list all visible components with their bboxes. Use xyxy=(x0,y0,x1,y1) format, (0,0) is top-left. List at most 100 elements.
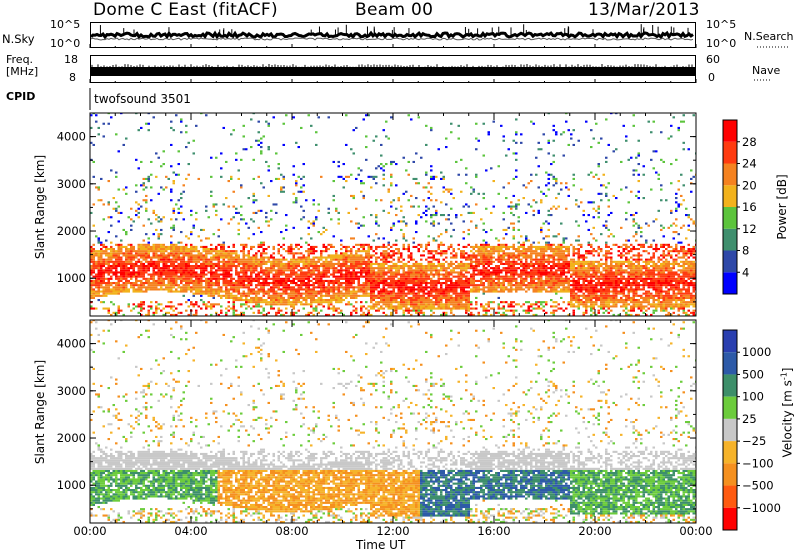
power-cell xyxy=(467,290,470,293)
power-cell xyxy=(147,113,150,115)
power-cell xyxy=(327,313,330,316)
power-cell xyxy=(352,273,355,276)
power-cell xyxy=(257,271,260,274)
power-cell xyxy=(170,277,173,280)
power-cell xyxy=(177,290,180,293)
power-cell xyxy=(117,250,120,253)
power-cell xyxy=(105,271,108,274)
power-cell xyxy=(512,248,515,251)
power-cell xyxy=(252,305,255,308)
power-cell xyxy=(377,301,380,304)
power-cell xyxy=(515,207,518,210)
power-cell xyxy=(230,279,233,282)
power-cell xyxy=(170,275,173,278)
power-cell xyxy=(445,271,448,274)
power-cell xyxy=(467,205,470,208)
power-cell xyxy=(100,290,103,293)
power-cell xyxy=(355,256,358,259)
power-cell xyxy=(342,186,345,189)
power-cell xyxy=(377,265,380,268)
nsearch-tick-top: 10^5 xyxy=(706,18,737,31)
power-cell xyxy=(380,258,383,261)
power-cell xyxy=(315,262,318,265)
power-cell xyxy=(400,288,403,291)
power-cell xyxy=(367,286,370,289)
power-cell xyxy=(465,286,468,289)
power-cell xyxy=(420,311,423,314)
power-cell xyxy=(180,231,183,234)
power-cell xyxy=(375,182,378,185)
power-cell xyxy=(497,192,500,195)
power-cell xyxy=(450,282,453,285)
power-cell xyxy=(450,207,453,210)
power-cell xyxy=(155,282,158,285)
power-cell xyxy=(197,277,200,280)
power-cell xyxy=(90,258,93,261)
power-cell xyxy=(237,233,240,236)
power-cell xyxy=(417,282,420,285)
power-cell xyxy=(230,292,233,295)
power-cell xyxy=(455,282,458,285)
power-cell xyxy=(267,256,270,259)
power-cell xyxy=(347,284,350,287)
power-cell xyxy=(125,288,128,291)
power-cell xyxy=(410,256,413,259)
power-cell xyxy=(167,273,170,276)
power-cell xyxy=(290,252,293,255)
power-cell xyxy=(345,275,348,278)
power-cell xyxy=(312,284,315,287)
power-cell xyxy=(227,245,230,248)
power-cell xyxy=(205,284,208,287)
power-cell xyxy=(147,277,150,280)
power-cell xyxy=(170,252,173,255)
power-cell xyxy=(497,307,500,310)
power-cell xyxy=(102,262,105,265)
power-cell xyxy=(412,265,415,268)
power-cell xyxy=(432,224,435,227)
power-cell xyxy=(480,254,483,257)
power-cell xyxy=(157,237,160,240)
power-cell xyxy=(515,152,518,155)
power-cell xyxy=(200,275,203,278)
power-cell xyxy=(147,288,150,291)
power-cell xyxy=(365,301,368,304)
power-cell xyxy=(367,245,370,248)
power-cell xyxy=(142,248,145,251)
power-cell xyxy=(180,273,183,276)
power-cell xyxy=(440,273,443,276)
power-cell xyxy=(370,307,373,310)
power-cell xyxy=(180,192,183,195)
power-cell xyxy=(312,271,315,274)
power-cell xyxy=(177,256,180,259)
power-cell xyxy=(445,294,448,297)
power-cell xyxy=(140,256,143,259)
power-cell xyxy=(490,228,493,231)
power-cell xyxy=(370,248,373,251)
power-cell xyxy=(377,303,380,306)
power-cell xyxy=(195,284,198,287)
power-cell xyxy=(425,269,428,272)
power-cell xyxy=(422,271,425,274)
power-cell xyxy=(192,260,195,263)
power-cell xyxy=(515,256,518,259)
power-cell xyxy=(415,262,418,265)
power-cell xyxy=(185,265,188,268)
power-cell xyxy=(115,201,118,204)
power-cell xyxy=(350,313,353,316)
power-cell xyxy=(480,284,483,287)
power-cell xyxy=(425,275,428,278)
power-cell xyxy=(480,279,483,282)
power-cell xyxy=(517,258,520,261)
power-cell xyxy=(290,260,293,263)
power-cell xyxy=(455,292,458,295)
power-cell xyxy=(185,271,188,274)
power-cell xyxy=(307,284,310,287)
power-cell xyxy=(372,175,375,178)
power-cell xyxy=(185,290,188,293)
power-cell xyxy=(212,294,215,297)
power-cell xyxy=(185,243,188,246)
power-cell xyxy=(170,126,173,129)
power-cell xyxy=(510,267,513,270)
power-cell xyxy=(492,120,495,123)
power-cell xyxy=(177,163,180,166)
